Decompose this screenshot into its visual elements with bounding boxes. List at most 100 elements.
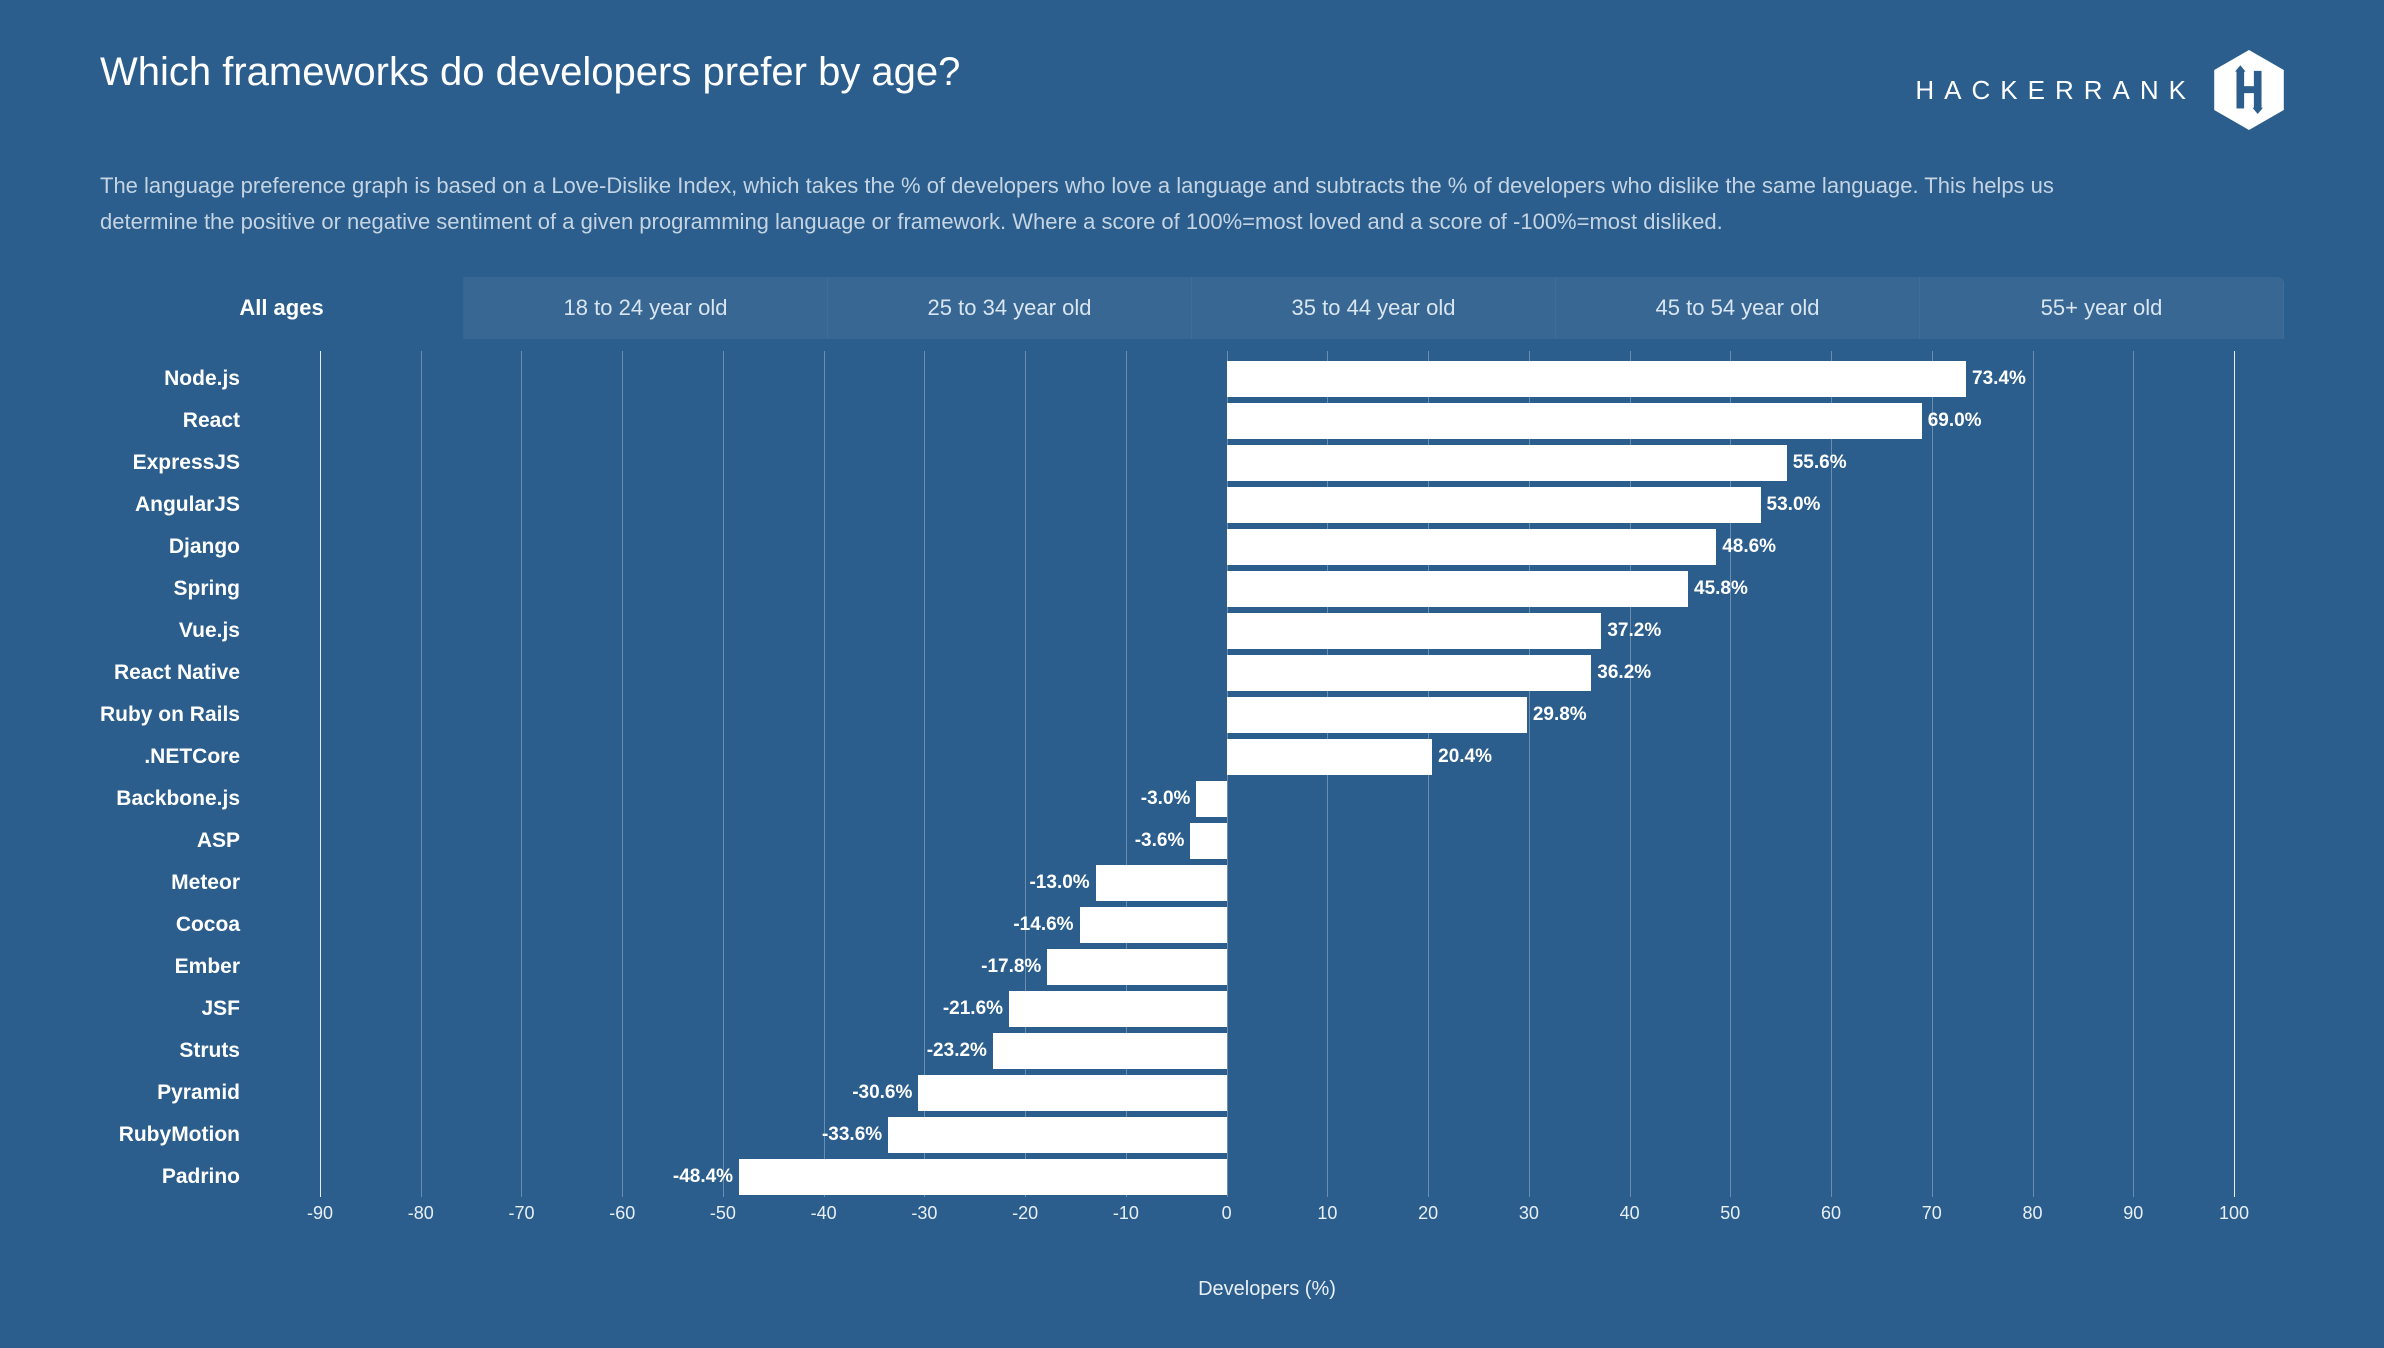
category-label: Meteor [0, 871, 240, 895]
xaxis-tick-label: 20 [1418, 1203, 1438, 1224]
category-label: .NETCore [0, 745, 240, 769]
bar-row: RubyMotion-33.6% [320, 1117, 2234, 1153]
bar [888, 1117, 1226, 1153]
bar [1227, 571, 1688, 607]
tab-45-to-54-year-old[interactable]: 45 to 54 year old [1556, 277, 1920, 339]
chart-plot: -90-80-70-60-50-40-30-20-100102030405060… [320, 351, 2234, 1211]
category-label: Struts [0, 1039, 240, 1063]
bar [1227, 739, 1433, 775]
bar [1227, 403, 1922, 439]
xaxis-tick-label: -10 [1113, 1203, 1139, 1224]
chart-container: -90-80-70-60-50-40-30-20-100102030405060… [100, 351, 2284, 1271]
xaxis-tick-label: -80 [408, 1203, 434, 1224]
bar [1047, 949, 1226, 985]
category-label: Cocoa [0, 913, 240, 937]
bar-row: ASP-3.6% [320, 823, 2234, 859]
bar-row: Ruby on Rails29.8% [320, 697, 2234, 733]
category-label: RubyMotion [0, 1123, 240, 1147]
category-label: Backbone.js [0, 787, 240, 811]
bar-row: Vue.js37.2% [320, 613, 2234, 649]
tab-25-to-34-year-old[interactable]: 25 to 34 year old [828, 277, 1192, 339]
bar-value-label: 48.6% [1722, 536, 1776, 558]
bar [1009, 991, 1227, 1027]
bar-row: Pyramid-30.6% [320, 1075, 2234, 1111]
bar [1096, 865, 1227, 901]
subtitle-text: The language preference graph is based o… [100, 168, 2150, 241]
bar-row: JSF-21.6% [320, 991, 2234, 1027]
category-label: ExpressJS [0, 451, 240, 475]
tab-35-to-44-year-old[interactable]: 35 to 44 year old [1192, 277, 1556, 339]
bar-value-label: -23.2% [927, 1040, 987, 1062]
bar-value-label: 45.8% [1694, 578, 1748, 600]
xaxis-tick-label: 70 [1922, 1203, 1942, 1224]
bar [1227, 361, 1966, 397]
xaxis-tick-label: 90 [2123, 1203, 2143, 1224]
bar-row: ExpressJS55.6% [320, 445, 2234, 481]
xaxis-tick-label: -60 [609, 1203, 635, 1224]
category-label: React Native [0, 661, 240, 685]
category-label: Pyramid [0, 1081, 240, 1105]
bar [1196, 781, 1226, 817]
xaxis-tick-label: 50 [1720, 1203, 1740, 1224]
bar-row: Node.js73.4% [320, 361, 2234, 397]
bar [918, 1075, 1226, 1111]
bar-value-label: 53.0% [1767, 494, 1821, 516]
xaxis-tick-label: 100 [2219, 1203, 2249, 1224]
category-label: Padrino [0, 1165, 240, 1189]
bar-row: AngularJS53.0% [320, 487, 2234, 523]
xaxis-title: Developers (%) [250, 1278, 2284, 1301]
category-label: AngularJS [0, 493, 240, 517]
category-label: ASP [0, 829, 240, 853]
bar-value-label: -48.4% [673, 1166, 733, 1188]
bar-row: .NETCore20.4% [320, 739, 2234, 775]
bar-value-label: -21.6% [943, 998, 1003, 1020]
bar [1227, 613, 1602, 649]
brand-logo-icon [2214, 50, 2284, 130]
bar-value-label: 37.2% [1607, 620, 1661, 642]
bar-value-label: -3.0% [1141, 788, 1191, 810]
category-label: JSF [0, 997, 240, 1021]
bar-value-label: 55.6% [1793, 452, 1847, 474]
bar [1227, 487, 1761, 523]
xaxis-tick-label: -40 [811, 1203, 837, 1224]
bar-row: Backbone.js-3.0% [320, 781, 2234, 817]
xaxis-tick-label: -20 [1012, 1203, 1038, 1224]
brand-text: HACKERRANK [1915, 75, 2196, 106]
bar-value-label: 73.4% [1972, 368, 2026, 390]
bar-value-label: -30.6% [852, 1082, 912, 1104]
xaxis-tick-label: 30 [1519, 1203, 1539, 1224]
tab-55-year-old[interactable]: 55+ year old [1920, 277, 2284, 339]
page-title: Which frameworks do developers prefer by… [100, 50, 960, 95]
bar-row: React69.0% [320, 403, 2234, 439]
brand: HACKERRANK [1915, 50, 2284, 130]
bar-row: Django48.6% [320, 529, 2234, 565]
bar-row: React Native36.2% [320, 655, 2234, 691]
tab-18-to-24-year-old[interactable]: 18 to 24 year old [464, 277, 828, 339]
bar-row: Ember-17.8% [320, 949, 2234, 985]
bar [1227, 655, 1592, 691]
xaxis-tick-label: 80 [2023, 1203, 2043, 1224]
bar [993, 1033, 1227, 1069]
xaxis-tick-label: 40 [1620, 1203, 1640, 1224]
bar-value-label: -13.0% [1029, 872, 1089, 894]
bar-row: Cocoa-14.6% [320, 907, 2234, 943]
tab-all-ages[interactable]: All ages [100, 277, 464, 339]
bar [1080, 907, 1227, 943]
axis-border [2234, 351, 2235, 1197]
bar [739, 1159, 1227, 1195]
category-label: Spring [0, 577, 240, 601]
bar-value-label: -33.6% [822, 1124, 882, 1146]
bar-row: Padrino-48.4% [320, 1159, 2234, 1195]
xaxis-tick-label: -70 [508, 1203, 534, 1224]
category-label: Node.js [0, 367, 240, 391]
bar-value-label: -17.8% [981, 956, 1041, 978]
bar-value-label: 20.4% [1438, 746, 1492, 768]
xaxis-tick-label: -50 [710, 1203, 736, 1224]
bar-value-label: 36.2% [1597, 662, 1651, 684]
category-label: Ruby on Rails [0, 703, 240, 727]
bar-row: Spring45.8% [320, 571, 2234, 607]
xaxis-tick-label: 60 [1821, 1203, 1841, 1224]
bar [1190, 823, 1226, 859]
bar-row: Meteor-13.0% [320, 865, 2234, 901]
bar-value-label: -3.6% [1135, 830, 1185, 852]
